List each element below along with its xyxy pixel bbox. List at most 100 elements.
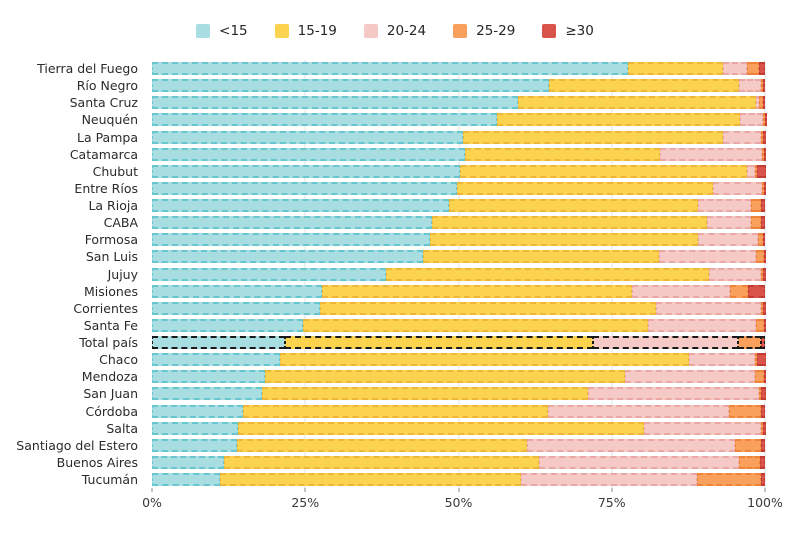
bar-segment-<15 (152, 96, 518, 110)
chart-row (152, 471, 765, 488)
stacked-bar (152, 164, 766, 178)
bar-segment-15-19 (220, 473, 521, 486)
chart-row (152, 146, 766, 163)
category-label: Tucumán (81, 472, 138, 488)
bar-segment-≥30 (760, 473, 765, 486)
chart-row (152, 283, 765, 300)
legend-swatch (196, 24, 211, 38)
chart-row (152, 111, 767, 128)
bar-segment-≥30 (760, 336, 765, 349)
stacked-bar (152, 301, 767, 315)
bar-segment-20-24 (625, 370, 756, 384)
bar-segment-≥30 (762, 301, 767, 315)
legend-swatch (274, 24, 289, 38)
chart-row (152, 197, 765, 214)
chart-row (152, 129, 766, 146)
stacked-bar (152, 404, 765, 418)
bar-segment-<15 (152, 438, 237, 452)
x-axis-tick (764, 488, 766, 492)
bar-rows (152, 60, 767, 488)
bar-segment-25-29 (755, 353, 758, 367)
bar-segment-<15 (152, 404, 243, 418)
bar-segment-25-29 (755, 318, 765, 332)
category-label: Santa Cruz (69, 95, 138, 111)
bar-segment-25-29 (734, 438, 761, 452)
category-label: Neuquén (81, 112, 138, 128)
chart-row (152, 334, 765, 351)
chart-row (152, 77, 766, 94)
bar-segment-20-24 (647, 318, 756, 332)
chart-row (152, 60, 765, 77)
category-label: Corrientes (73, 300, 138, 316)
category-label: Santa Fe (83, 317, 138, 333)
bar-segment-15-19 (431, 216, 707, 230)
bar-segment-25-29 (758, 233, 764, 247)
bar-segment-25-29 (761, 79, 764, 93)
stacked-bar (152, 96, 765, 110)
stacked-bar (152, 473, 765, 486)
bar-segment-≥30 (763, 233, 766, 247)
category-label: Santiago del Estero (16, 437, 138, 453)
bar-segment-25-29 (761, 147, 764, 161)
bar-segment-20-24 (547, 404, 730, 418)
bar-segment-<15 (152, 353, 281, 367)
bar-segment-25-29 (760, 421, 763, 435)
category-label: Córdoba (85, 403, 138, 419)
bar-segment-25-29 (761, 130, 764, 144)
bar-segment-25-29 (759, 387, 762, 401)
category-label: Mendoza (81, 369, 138, 385)
legend-item: 25-29 (453, 23, 515, 39)
chart-row (152, 317, 767, 334)
stacked-bar (152, 455, 765, 469)
bar-segment-20-24 (521, 473, 697, 486)
bar-segment-<15 (152, 164, 460, 178)
x-axis-tick (611, 488, 613, 492)
bar-segment-<15 (152, 233, 431, 247)
bar-segment-≥30 (760, 216, 765, 230)
stacked-bar (152, 79, 766, 93)
bar-segment-20-24 (593, 336, 738, 349)
bar-segment-25-29 (759, 96, 763, 110)
bar-segment-15-19 (422, 250, 659, 264)
stacked-bar (152, 250, 766, 264)
legend-label: ≥30 (565, 23, 594, 39)
x-axis-tick (151, 488, 153, 492)
bar-segment-15-19 (430, 233, 699, 247)
bar-segment-≥30 (762, 421, 767, 435)
bar-segment-≥30 (761, 199, 765, 212)
bar-segment-<15 (152, 62, 629, 75)
legend-item: <15 (196, 23, 248, 39)
bar-segment-20-24 (644, 421, 761, 435)
bar-segment-20-24 (712, 181, 762, 195)
chart-row (152, 248, 766, 265)
bar-segment-15-19 (261, 387, 588, 401)
bar-segment-25-29 (739, 455, 761, 469)
bar-segment-≥30 (761, 387, 767, 401)
bar-segment-<15 (152, 181, 457, 195)
category-label: Río Negro (76, 78, 138, 94)
bar-segment-15-19 (285, 336, 594, 349)
bar-segment-<15 (152, 267, 387, 281)
bar-segment-≥30 (764, 318, 767, 332)
legend-swatch (453, 24, 468, 38)
bar-segment-15-19 (449, 199, 699, 212)
chart-row (152, 300, 767, 317)
bar-segment-≥30 (762, 96, 765, 110)
x-axis-tick (458, 488, 459, 492)
stacked-bar (152, 421, 767, 435)
plot-area (152, 60, 767, 488)
chart-row (152, 266, 766, 283)
bar-segment-≥30 (763, 130, 766, 144)
bar-segment-20-24 (527, 438, 735, 452)
chart-row (152, 368, 766, 385)
bar-segment-15-19 (456, 181, 713, 195)
bar-segment-≥30 (760, 438, 765, 452)
stacked-bar (152, 370, 766, 384)
chart-row (152, 163, 766, 180)
bar-segment-≥30 (748, 284, 765, 298)
bar-segment-25-29 (761, 181, 764, 195)
bar-segment-15-19 (497, 113, 740, 127)
x-axis-tick-label: 25% (291, 495, 320, 510)
bar-segment-<15 (152, 455, 225, 469)
